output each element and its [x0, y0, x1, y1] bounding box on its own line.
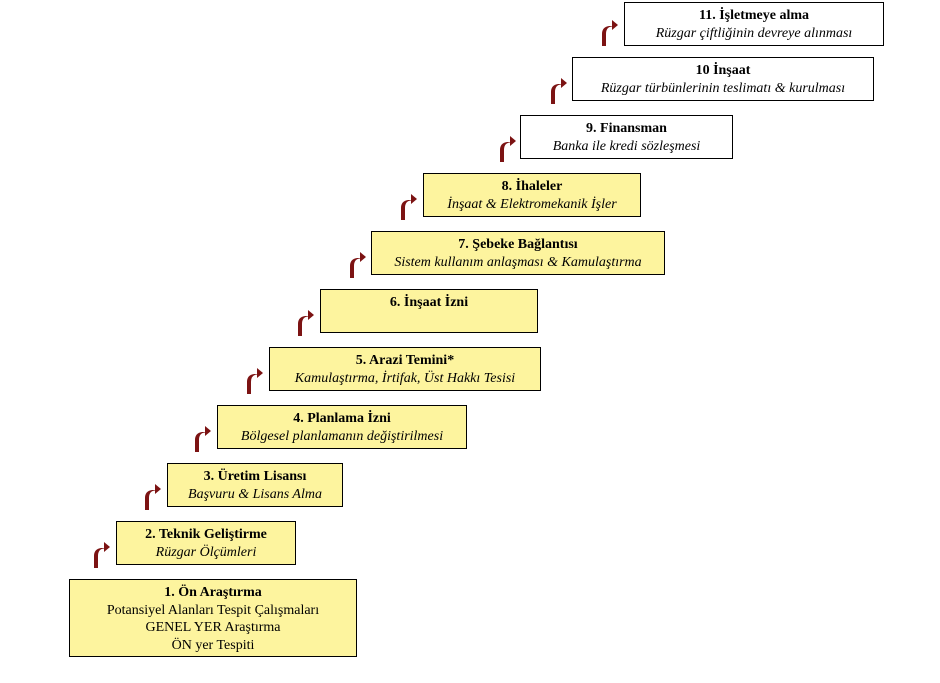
step-9-title: 9. Finansman	[531, 120, 722, 138]
step-8-box: 8. İhaleler İnşaat & Elektromekanik İşle…	[423, 173, 641, 217]
step-1-line-2: ÖN yer Tespiti	[80, 637, 346, 655]
arrow-7-icon	[389, 192, 417, 220]
step-5-title: 5. Arazi Temini*	[280, 352, 530, 370]
step-8-title: 8. İhaleler	[434, 178, 630, 196]
arrow-9-icon	[539, 76, 567, 104]
step-3-sub: Başvuru & Lisans Alma	[178, 486, 332, 504]
step-2-box: 2. Teknik Geliştirme Rüzgar Ölçümleri	[116, 521, 296, 565]
arrow-1-icon	[82, 540, 110, 568]
arrow-5-icon	[286, 308, 314, 336]
step-4-title: 4. Planlama İzni	[228, 410, 456, 428]
step-1-title: 1. Ön Araştırma	[80, 584, 346, 602]
step-7-box: 7. Şebeke Bağlantısı Sistem kullanım anl…	[371, 231, 665, 275]
step-3-box: 3. Üretim Lisansı Başvuru & Lisans Alma	[167, 463, 343, 507]
step-3-title: 3. Üretim Lisansı	[178, 468, 332, 486]
step-10-title: 10 İnşaat	[583, 62, 863, 80]
arrow-10-icon	[590, 18, 618, 46]
arrow-2-icon	[133, 482, 161, 510]
step-9-box: 9. Finansman Banka ile kredi sözleşmesi	[520, 115, 733, 159]
arrow-3-icon	[183, 424, 211, 452]
flowchart-stage: 1. Ön Araştırma Potansiyel Alanları Tesp…	[0, 0, 940, 683]
step-10-box: 10 İnşaat Rüzgar türbünlerinin teslimatı…	[572, 57, 874, 101]
step-7-sub: Sistem kullanım anlaşması & Kamulaştırma	[382, 254, 654, 272]
step-6-sub	[331, 312, 527, 330]
arrow-8-icon	[488, 134, 516, 162]
step-6-title: 6. İnşaat İzni	[331, 294, 527, 312]
step-1-line-0: Potansiyel Alanları Tespit Çalışmaları	[80, 602, 346, 620]
step-5-box: 5. Arazi Temini* Kamulaştırma, İrtifak, …	[269, 347, 541, 391]
step-1-box: 1. Ön Araştırma Potansiyel Alanları Tesp…	[69, 579, 357, 657]
step-1-line-1: GENEL YER Araştırma	[80, 619, 346, 637]
step-11-title: 11. İşletmeye alma	[635, 7, 873, 25]
arrow-6-icon	[338, 250, 366, 278]
step-2-sub: Rüzgar Ölçümleri	[127, 544, 285, 562]
step-8-sub: İnşaat & Elektromekanik İşler	[434, 196, 630, 214]
step-6-box: 6. İnşaat İzni	[320, 289, 538, 333]
step-11-sub: Rüzgar çiftliğinin devreye alınması	[635, 25, 873, 43]
step-4-box: 4. Planlama İzni Bölgesel planlamanın de…	[217, 405, 467, 449]
step-10-sub: Rüzgar türbünlerinin teslimatı & kurulma…	[583, 80, 863, 98]
step-11-box: 11. İşletmeye alma Rüzgar çiftliğinin de…	[624, 2, 884, 46]
step-2-title: 2. Teknik Geliştirme	[127, 526, 285, 544]
step-4-sub: Bölgesel planlamanın değiştirilmesi	[228, 428, 456, 446]
step-9-sub: Banka ile kredi sözleşmesi	[531, 138, 722, 156]
step-7-title: 7. Şebeke Bağlantısı	[382, 236, 654, 254]
arrow-4-icon	[235, 366, 263, 394]
step-5-sub: Kamulaştırma, İrtifak, Üst Hakkı Tesisi	[280, 370, 530, 388]
